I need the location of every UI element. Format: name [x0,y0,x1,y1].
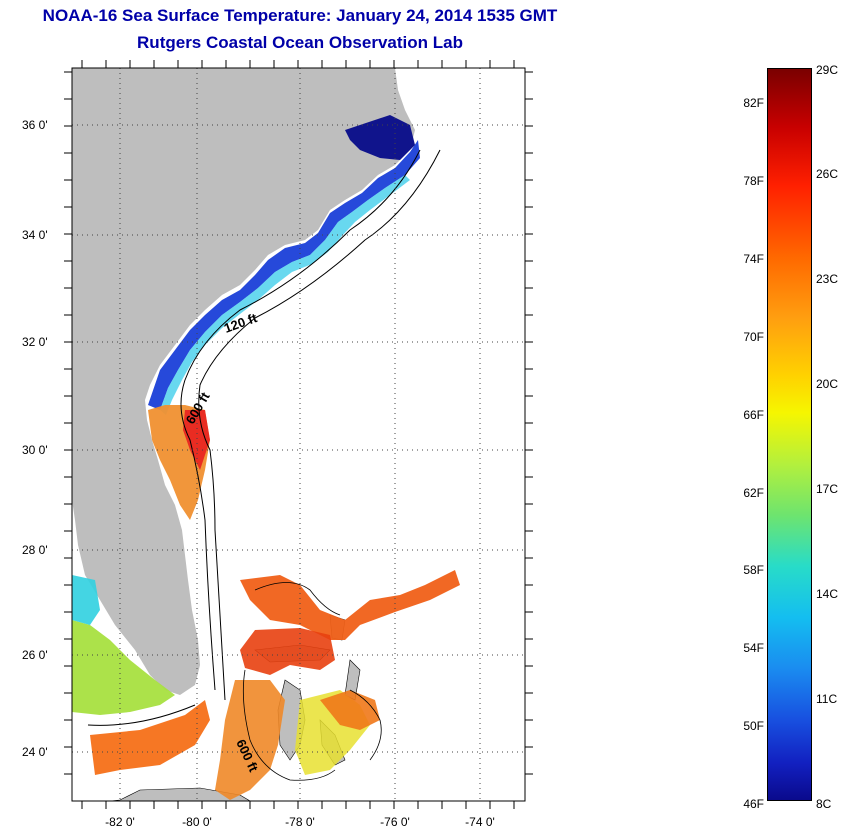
colorbar-f-label: 62F [743,486,764,500]
lat-label: 36 0' [22,118,48,132]
lon-label: -76 0' [380,815,410,829]
colorbar-f-label: 70F [743,330,764,344]
axis-ticks [64,60,533,809]
sst-bahamas-north [240,570,460,640]
contour-bahamas [242,582,382,781]
sst-pamlico [345,115,415,160]
map-subtitle: Rutgers Coastal Ocean Observation Lab [137,33,463,52]
sst-gulf [72,620,175,715]
colorbar-f-label: 58F [743,563,764,577]
colorbar-f-label: 46F [743,797,764,811]
lat-label: 32 0' [22,335,48,349]
sst-straits [90,700,210,775]
colorbar-c-label: 11C [816,692,838,706]
colorbar-c-label: 26C [816,167,839,181]
colorbar-f-label: 74F [743,252,764,266]
lon-label: -80 0' [182,815,212,829]
sst-nearshore-cold [148,140,420,410]
lat-label: 24 0' [22,745,48,759]
colorbar-f-label: 54F [743,641,764,655]
colorbar-c-label: 23C [816,272,839,286]
sst-gulf-north [72,575,100,625]
grid [72,68,525,801]
lon-label: -82 0' [105,815,135,829]
lat-label: 26 0' [22,648,48,662]
colorbar-c-label: 29C [816,63,839,77]
map-title: NOAA-16 Sea Surface Temperature: January… [42,6,558,25]
sst-gulf-stream-core [183,410,210,470]
lon-label: -78 0' [285,815,315,829]
contour-120ft [180,149,421,691]
lon-label: -74 0' [465,815,495,829]
florida-keys [87,704,196,726]
colorbar-c-label: 8C [816,797,832,811]
colorbar-c-label: 14C [816,587,839,601]
colorbar-c-label: 20C [816,377,839,391]
us-landmass [72,68,415,695]
temperature-colorbar [767,68,812,801]
colorbar-f-label: 66F [743,408,764,422]
contour-600ft [198,149,441,701]
colorbar-f-label: 50F [743,719,764,733]
lat-label: 28 0' [22,543,48,557]
sst-map: 120 ft 600 ft 600 ft [64,60,533,809]
colorbar-f-label: 82F [743,96,764,110]
lat-label: 30 0' [22,443,48,457]
colorbar-f-label: 78F [743,174,764,188]
lat-label: 34 0' [22,228,48,242]
colorbar-c-label: 17C [816,482,839,496]
sst-bahamas-mid [240,628,335,675]
